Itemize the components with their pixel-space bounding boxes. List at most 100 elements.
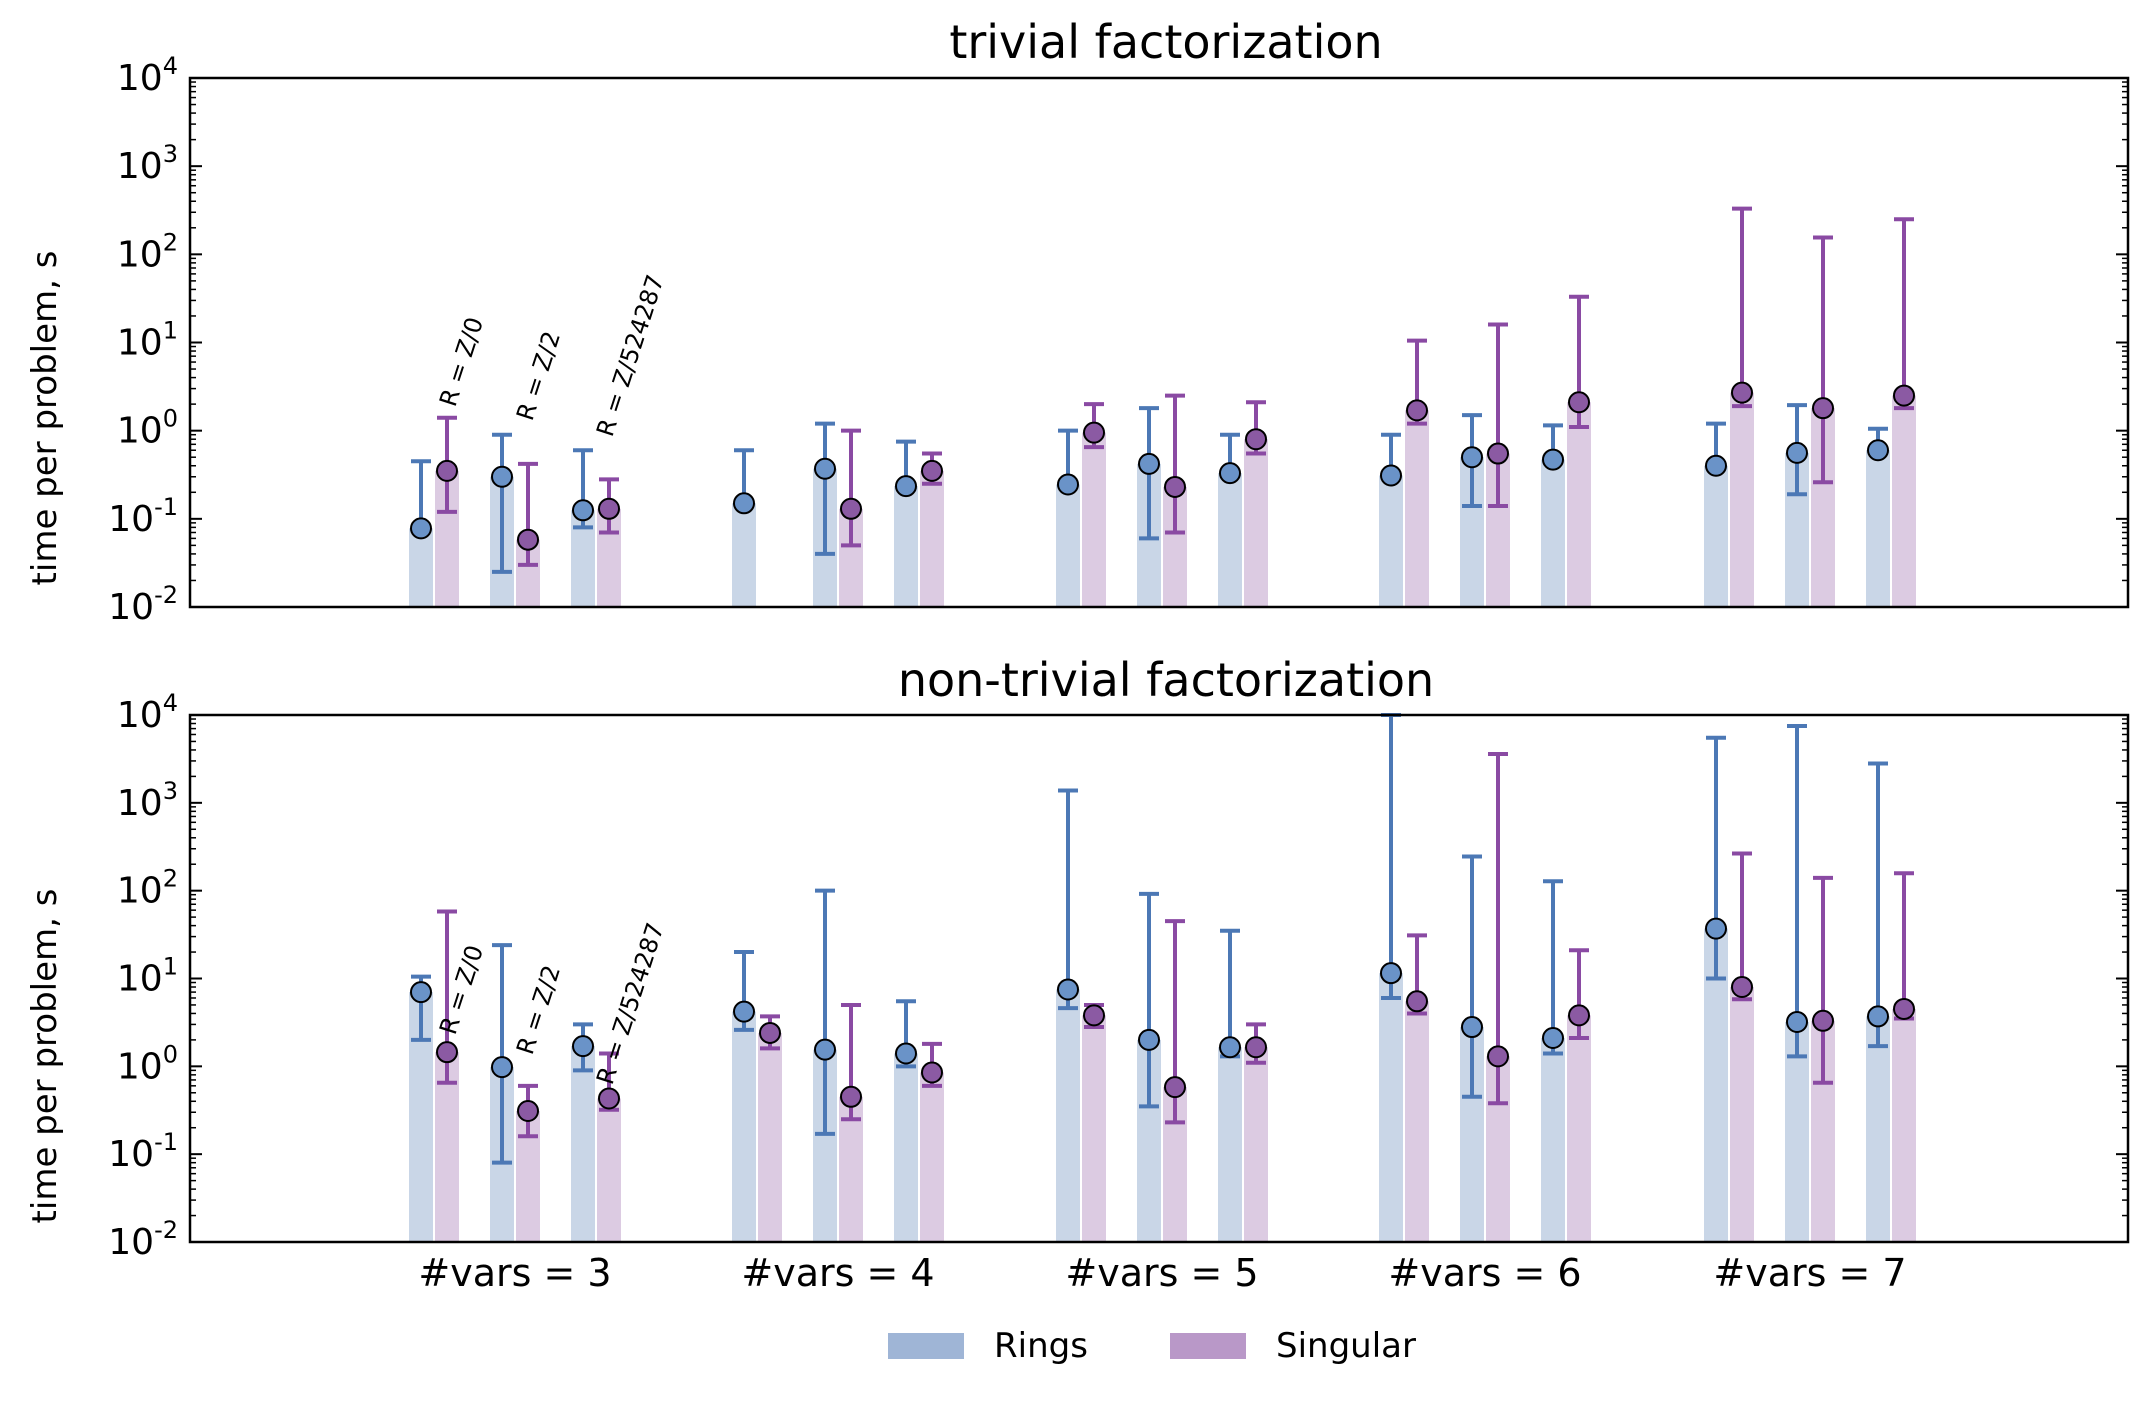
marker-rings xyxy=(1786,441,1808,464)
legend: Rings Singular xyxy=(888,1326,1416,1366)
y-tick-label: 103 xyxy=(117,140,178,187)
y-tick-label: 10-1 xyxy=(108,493,178,540)
y-axis-label-non-trivial: time per problem, s xyxy=(25,889,65,1224)
y-tick-base: 10 xyxy=(117,411,163,452)
y-tick-label: 10-2 xyxy=(108,1216,178,1263)
marker-rings xyxy=(1705,454,1727,477)
bar-rings xyxy=(1866,450,1890,607)
marker-rings xyxy=(1867,439,1889,462)
marker-rings xyxy=(1057,473,1079,496)
bar-rings xyxy=(732,1011,756,1242)
marker-singular xyxy=(1406,990,1428,1013)
marker-singular xyxy=(840,1085,862,1108)
y-tick-label: 10-1 xyxy=(108,1128,178,1175)
x-tick-label: #vars = 6 xyxy=(1388,1251,1581,1295)
marker-singular xyxy=(921,459,943,482)
panel-title-trivial: trivial factorization xyxy=(949,15,1382,69)
marker-rings xyxy=(1461,446,1483,469)
plot-frame xyxy=(188,76,2130,609)
marker-rings xyxy=(814,1038,836,1061)
marker-singular xyxy=(1164,1076,1186,1099)
marker-singular xyxy=(1812,1009,1834,1032)
marker-singular xyxy=(1164,475,1186,498)
marker-rings xyxy=(1380,464,1402,487)
y-tick-label: 104 xyxy=(117,689,178,736)
y-tick-label: 101 xyxy=(117,953,178,1000)
y-tick-base: 10 xyxy=(117,323,163,364)
marker-singular xyxy=(1083,1004,1105,1027)
legend-swatch-rings xyxy=(888,1333,964,1359)
y-tick-base: 10 xyxy=(117,871,163,912)
bar-rings xyxy=(1541,459,1565,607)
y-tick-base: 10 xyxy=(117,146,163,187)
y-tick-label: 100 xyxy=(117,1040,178,1087)
bar-singular xyxy=(1730,987,1754,1242)
x-tick-label: #vars = 5 xyxy=(1065,1251,1258,1295)
y-tick-exponent: -2 xyxy=(154,581,178,609)
y-tick-exponent: 4 xyxy=(163,52,178,80)
y-tick-label: 100 xyxy=(117,405,178,452)
marker-singular xyxy=(1568,391,1590,414)
y-tick-exponent: -2 xyxy=(154,1216,178,1244)
bar-rings xyxy=(732,503,756,607)
marker-singular xyxy=(1487,1045,1509,1068)
marker-singular xyxy=(1245,1036,1267,1059)
y-tick-exponent: -1 xyxy=(154,1128,178,1156)
bar-rings xyxy=(1379,973,1403,1242)
marker-singular xyxy=(1083,421,1105,444)
marker-rings xyxy=(1705,917,1727,940)
bar-rings xyxy=(1379,475,1403,607)
y-tick-base: 10 xyxy=(117,695,163,736)
bar-singular xyxy=(1730,392,1754,607)
marker-rings xyxy=(1542,448,1564,471)
bar-singular xyxy=(1567,402,1591,607)
bar-singular xyxy=(1244,439,1268,607)
y-tick-exponent: 0 xyxy=(163,405,178,433)
bar-rings xyxy=(1704,465,1728,607)
marker-singular xyxy=(921,1061,943,1084)
marker-singular xyxy=(1568,1004,1590,1027)
marker-rings xyxy=(1219,1036,1241,1059)
y-tick-label: 103 xyxy=(117,777,178,824)
y-tick-base: 10 xyxy=(108,1222,154,1263)
bar-rings xyxy=(1218,473,1242,607)
bar-rings xyxy=(409,528,433,607)
bar-rings xyxy=(894,486,918,607)
y-tick-exponent: 3 xyxy=(163,777,178,805)
marker-rings xyxy=(1219,462,1241,485)
marker-singular xyxy=(1731,381,1753,404)
panel-trivial: trivial factorization time per problem, … xyxy=(25,15,2130,628)
y-tick-base: 10 xyxy=(117,783,163,824)
bar-rings xyxy=(1866,1016,1890,1242)
marker-rings xyxy=(491,1056,513,1079)
marker-rings xyxy=(1138,1028,1160,1051)
marker-rings xyxy=(410,517,432,540)
marker-singular xyxy=(436,459,458,482)
y-tick-base: 10 xyxy=(117,58,163,99)
legend-label-rings: Rings xyxy=(994,1326,1088,1366)
marker-rings xyxy=(1867,1005,1889,1028)
marker-singular xyxy=(1731,976,1753,999)
bar-singular xyxy=(1082,432,1106,607)
bar-singular xyxy=(1244,1047,1268,1242)
bar-rings xyxy=(1218,1047,1242,1242)
marker-singular xyxy=(1812,397,1834,420)
marker-rings xyxy=(1786,1010,1808,1033)
marker-rings xyxy=(814,457,836,480)
legend-label-singular: Singular xyxy=(1276,1326,1416,1366)
marker-singular xyxy=(1487,442,1509,465)
bar-rings xyxy=(1704,928,1728,1242)
marker-rings xyxy=(733,1000,755,1023)
x-tick-label: #vars = 3 xyxy=(418,1251,611,1295)
marker-rings xyxy=(491,465,513,488)
marker-singular xyxy=(1893,997,1915,1020)
y-tick-exponent: 2 xyxy=(163,228,178,256)
y-tick-base: 10 xyxy=(117,1046,163,1087)
marker-rings xyxy=(1461,1016,1483,1039)
bar-singular xyxy=(1892,395,1916,607)
y-tick-base: 10 xyxy=(117,959,163,1000)
marker-singular xyxy=(598,1087,620,1110)
marker-singular xyxy=(840,497,862,520)
marker-rings xyxy=(1380,962,1402,985)
y-axis-label-trivial: time per problem, s xyxy=(25,251,65,586)
